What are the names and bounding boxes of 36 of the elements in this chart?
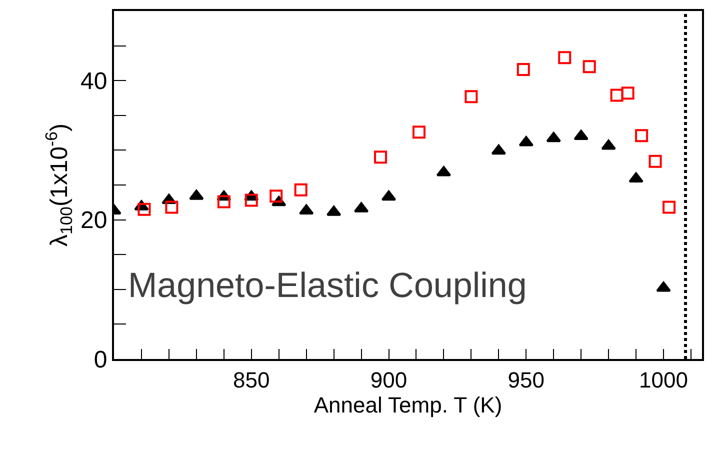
point xyxy=(662,200,676,214)
y-tick-label: 40 xyxy=(80,68,108,95)
point xyxy=(244,194,258,207)
annotation: Magneto-Elastic Coupling xyxy=(128,266,527,305)
point xyxy=(516,62,530,76)
x-tick-label: 1000 xyxy=(639,367,688,392)
point xyxy=(628,172,644,182)
point xyxy=(546,132,561,142)
point xyxy=(138,202,151,216)
point xyxy=(381,190,396,201)
y-tick-label: 0 xyxy=(94,346,108,374)
point xyxy=(189,190,204,200)
point xyxy=(464,90,478,104)
point xyxy=(648,154,662,168)
point xyxy=(436,166,452,176)
point xyxy=(270,190,283,203)
x-tick-label: 850 xyxy=(233,367,270,392)
point xyxy=(574,130,588,140)
point xyxy=(165,200,178,214)
point xyxy=(412,126,426,139)
point xyxy=(656,282,671,292)
x-tick-label: 950 xyxy=(508,367,545,392)
point xyxy=(582,60,596,74)
point xyxy=(601,140,616,150)
point xyxy=(558,51,572,64)
point xyxy=(621,86,634,100)
point xyxy=(294,183,308,196)
point xyxy=(491,144,506,155)
point xyxy=(635,129,648,142)
y-tick-label: 20 xyxy=(80,207,108,234)
point xyxy=(374,150,388,164)
point xyxy=(610,88,624,102)
point xyxy=(518,136,534,146)
x-tick-label: 900 xyxy=(370,367,408,392)
x-axis-title: Anneal Temp. T (K) xyxy=(314,392,502,418)
point xyxy=(217,195,230,208)
